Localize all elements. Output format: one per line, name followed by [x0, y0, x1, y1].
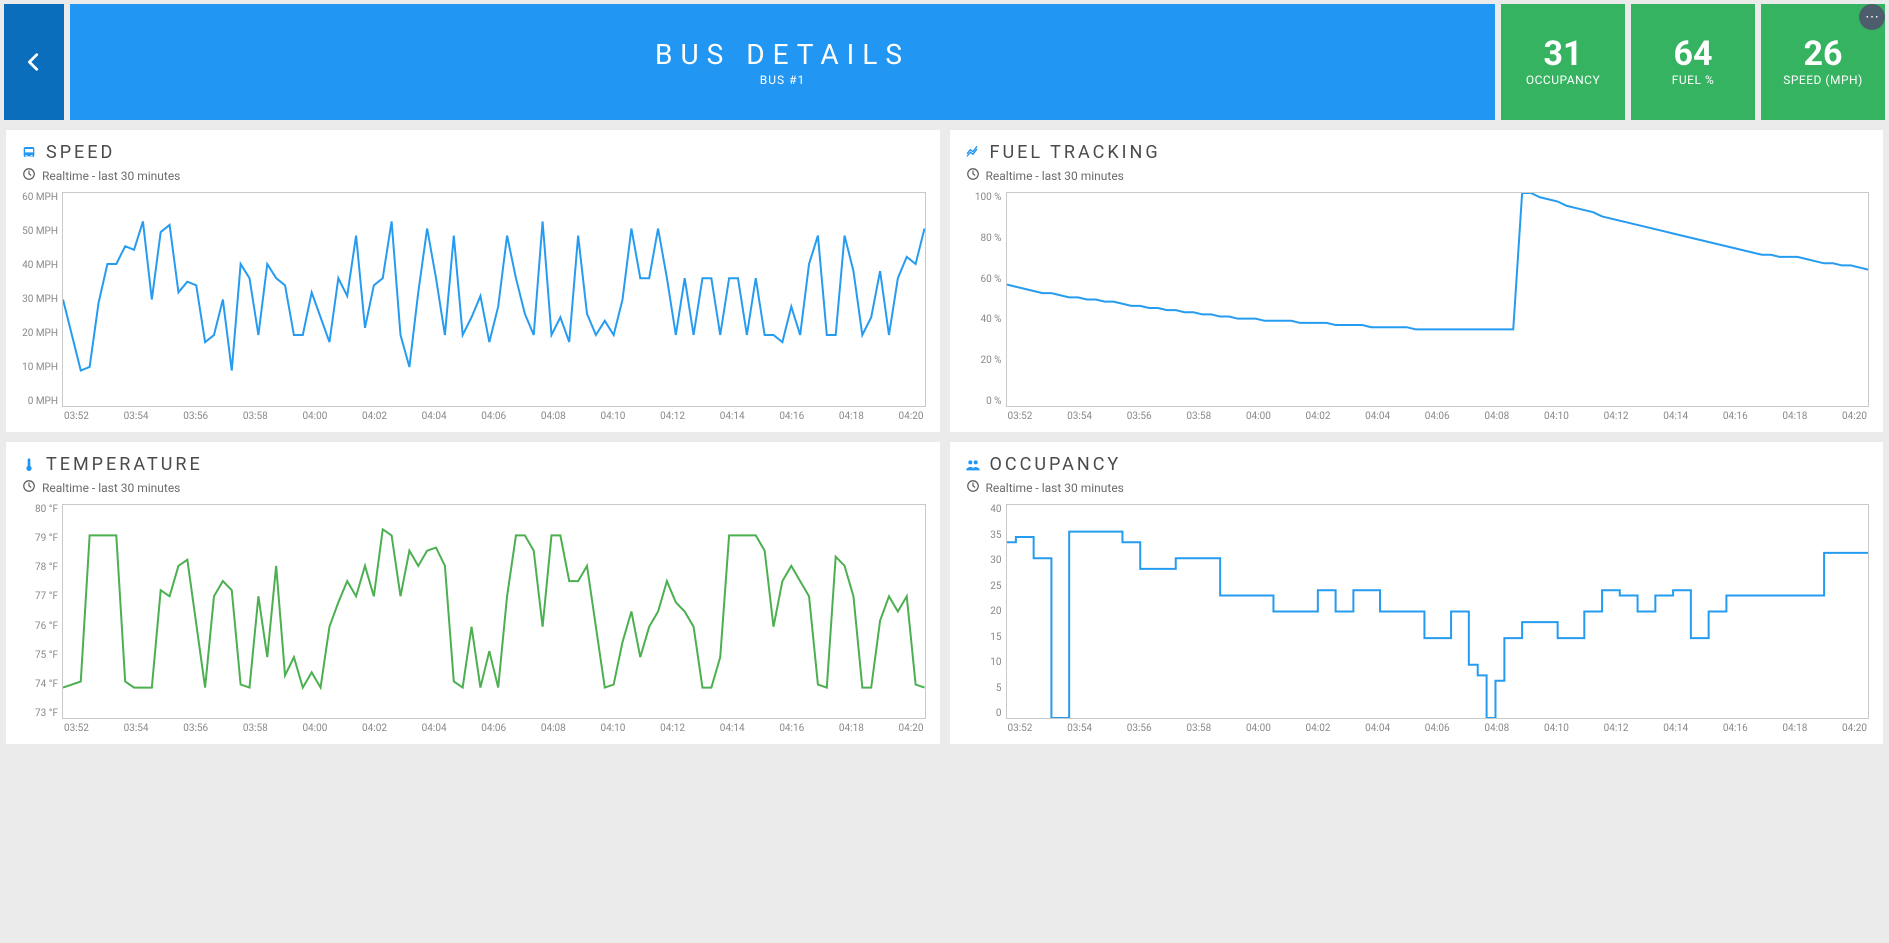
trend-icon — [964, 144, 982, 162]
y-axis: 60 MPH50 MPH40 MPH30 MPH20 MPH10 MPH0 MP… — [20, 192, 62, 407]
chart-card-speed: SPEED Realtime - last 30 minutes 60 MPH5… — [6, 130, 940, 432]
stat-label: OCCUPANCY — [1526, 73, 1600, 87]
chart-title: TEMPERATURE — [46, 454, 203, 475]
page-title: BUS DETAILS — [655, 38, 910, 71]
y-axis: 100 %80 %60 %40 %20 %0 % — [964, 192, 1006, 407]
bus-icon — [20, 144, 38, 162]
y-axis: 80 °F79 °F78 °F77 °F76 °F75 °F74 °F73 °F — [20, 504, 62, 719]
chart-plot-fuel — [1006, 192, 1870, 407]
stat-value: 26 — [1803, 37, 1842, 71]
chart-subtitle: Realtime - last 30 minutes — [986, 481, 1124, 495]
chart-plot-speed — [62, 192, 926, 407]
header-row: BUS DETAILS BUS #1 31 OCCUPANCY 64 FUEL … — [0, 0, 1889, 124]
chart-card-fuel: FUEL TRACKING Realtime - last 30 minutes… — [950, 130, 1884, 432]
x-axis: 03:5203:5403:5603:5804:0004:0204:0404:06… — [62, 723, 926, 734]
people-icon — [964, 456, 982, 474]
chart-subtitle: Realtime - last 30 minutes — [42, 169, 180, 183]
stat-value: 31 — [1543, 37, 1582, 71]
stat-value: 64 — [1673, 37, 1712, 71]
chart-plot-occupancy — [1006, 504, 1870, 719]
clock-icon — [22, 479, 36, 496]
chart-subtitle: Realtime - last 30 minutes — [42, 481, 180, 495]
chart-card-temperature: TEMPERATURE Realtime - last 30 minutes 8… — [6, 442, 940, 744]
stat-card-occupancy: 31 OCCUPANCY — [1501, 4, 1625, 120]
page-subtitle: BUS #1 — [760, 73, 806, 87]
more-menu-button[interactable]: ⋯ — [1859, 4, 1885, 30]
chevron-left-icon — [23, 51, 45, 73]
x-axis: 03:5203:5403:5603:5804:0004:0204:0404:06… — [1006, 411, 1870, 422]
stat-label: FUEL % — [1672, 73, 1714, 87]
thermometer-icon — [20, 456, 38, 474]
back-button[interactable] — [4, 4, 64, 120]
y-axis: 4035302520151050 — [964, 504, 1006, 719]
chart-plot-temperature — [62, 504, 926, 719]
chart-title: FUEL TRACKING — [990, 142, 1161, 163]
chart-title: SPEED — [46, 142, 115, 163]
stat-card-fuel: 64 FUEL % — [1631, 4, 1755, 120]
x-axis: 03:5203:5403:5603:5804:0004:0204:0404:06… — [1006, 723, 1870, 734]
page-title-block: BUS DETAILS BUS #1 — [70, 4, 1495, 120]
chart-subtitle: Realtime - last 30 minutes — [986, 169, 1124, 183]
charts-grid: SPEED Realtime - last 30 minutes 60 MPH5… — [0, 124, 1889, 750]
chart-card-occupancy: OCCUPANCY Realtime - last 30 minutes 403… — [950, 442, 1884, 744]
stat-label: SPEED (MPH) — [1783, 73, 1863, 87]
clock-icon — [966, 479, 980, 496]
chart-title: OCCUPANCY — [990, 454, 1122, 475]
x-axis: 03:5203:5403:5603:5804:0004:0204:0404:06… — [62, 411, 926, 422]
clock-icon — [22, 167, 36, 184]
clock-icon — [966, 167, 980, 184]
